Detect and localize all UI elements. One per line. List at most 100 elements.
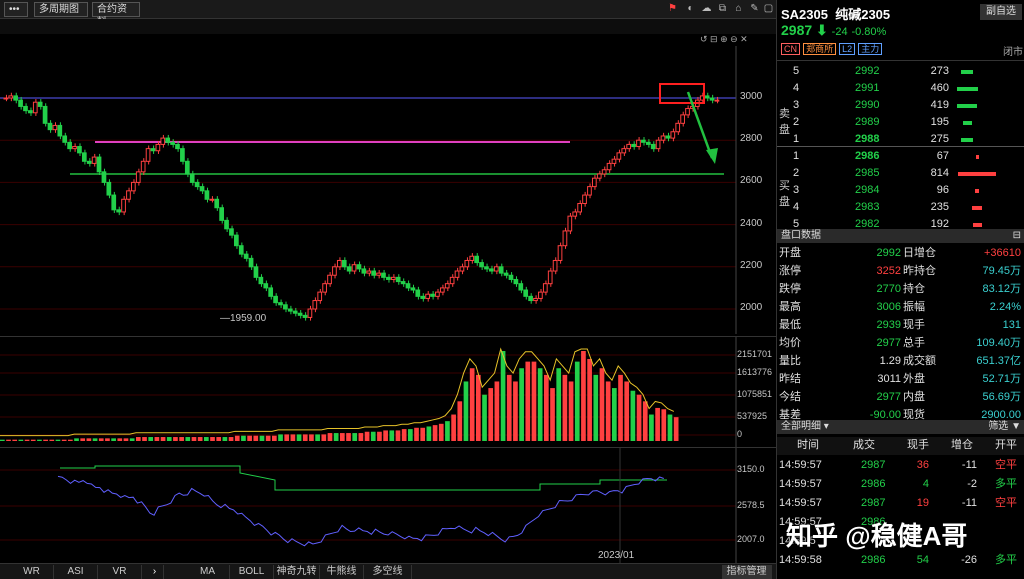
level: 3 <box>793 99 800 111</box>
alert-icon[interactable]: ◐ <box>687 3 694 14</box>
tab-bullbear[interactable]: 牛熊线 <box>320 565 364 579</box>
candle-body <box>665 135 671 139</box>
chevron-right-icon[interactable]: › <box>146 565 164 579</box>
candle-body <box>577 203 582 213</box>
close-icon[interactable]: ▢ <box>763 3 774 14</box>
level: 4 <box>793 201 800 213</box>
candle-body <box>194 181 200 188</box>
bid-row[interactable]: 3 2984 96 <box>777 182 1024 199</box>
period-label: 多周期图 <box>39 4 79 15</box>
bid-row[interactable]: 2 2985 814 <box>777 165 1024 182</box>
trade-price: 2986 <box>861 516 886 528</box>
price-chart[interactable]: —1959.00 3000 2800 2600 2400 2200 2000 <box>0 46 776 334</box>
stats-value: 3011 <box>877 373 901 385</box>
stats-label-2: 昨持仓 <box>903 265 936 277</box>
contract-info-button[interactable]: 合约资料 <box>92 2 140 28</box>
watchlist-button[interactable]: 副自选 <box>980 4 1022 20</box>
stats-label: 涨停 <box>779 265 801 277</box>
tab-boll[interactable]: BOLL <box>230 565 274 579</box>
trade-time: 14:59:58 <box>779 554 822 566</box>
trades-section-header[interactable]: 全部明细 ▾ 筛选 ▼ <box>777 420 1024 434</box>
volume-bar <box>408 429 413 441</box>
tag-icon[interactable]: ⌂ <box>735 3 742 14</box>
stats-value-2: 651.37亿 <box>976 355 1021 367</box>
settings-icon[interactable]: ✎ <box>750 3 759 14</box>
volume-chart[interactable]: 2151701 1613776 1075851 537925 0 <box>0 336 776 447</box>
tab-longshort[interactable]: 多空线 <box>364 565 412 579</box>
trade-row[interactable]: 14:59:57 2986 <box>777 514 1024 531</box>
candle-body <box>145 148 151 162</box>
candle-body <box>469 255 475 261</box>
candle-body <box>508 274 514 280</box>
candlestick-chart <box>0 46 737 334</box>
ask-row[interactable]: 3 2990 419 <box>777 97 1024 114</box>
volume-bar <box>667 414 673 441</box>
ask-row[interactable]: 2 2989 195 <box>777 114 1024 131</box>
stats-label-2: 总手 <box>903 337 925 349</box>
candle-body <box>498 266 504 274</box>
bid-row[interactable]: 5 2982 192 <box>777 216 1024 233</box>
candle-body <box>542 283 548 293</box>
trade-row[interactable]: 14:59:57 2987 19 -11 空平 <box>777 495 1024 512</box>
pane-controls[interactable]: ↺ ⊟ ⊕ ⊖ ✕ <box>700 34 748 44</box>
stats-value: 2770 <box>876 283 901 295</box>
bid-row[interactable]: 4 2983 235 <box>777 199 1024 216</box>
volume-bar <box>284 434 290 441</box>
tab-vr[interactable]: VR <box>98 565 142 579</box>
trade-row[interactable]: 14:59:58 2986 54 -26 多平 <box>777 552 1024 569</box>
tab-ma[interactable]: MA <box>186 565 230 579</box>
bid-row[interactable]: 1 2986 67 <box>777 148 1024 165</box>
tag-main: 主力 <box>858 43 883 55</box>
indicator-chart[interactable]: 3150.0 2578.5 2007.0 2023/01 <box>0 447 776 564</box>
candle-body <box>631 143 636 148</box>
trade-oi-change: -26 <box>961 554 977 566</box>
candle-body <box>582 194 587 204</box>
volume-bar <box>290 434 296 441</box>
candle-body <box>42 105 48 124</box>
candle-body <box>538 291 543 299</box>
candle-body <box>47 122 53 131</box>
price-tick-label: 2600 <box>740 175 763 187</box>
stats-value-2: 109.40万 <box>976 337 1021 349</box>
candle-body <box>356 264 362 270</box>
volume-bar <box>438 423 444 441</box>
volume-bar <box>333 433 339 441</box>
candle-body <box>621 148 627 154</box>
volume-bar <box>222 437 228 441</box>
tab-asi[interactable]: ASI <box>54 565 98 579</box>
volume-bar <box>420 427 426 441</box>
volume: 192 <box>930 218 949 230</box>
tab-nine[interactable]: 神奇九转 <box>274 565 320 579</box>
stats-row: 跌停 2770 持仓 83.12万 <box>777 281 1024 298</box>
ask-row[interactable]: 1 2988 275 <box>777 131 1024 148</box>
filter-button[interactable]: 筛选 ▼ <box>988 421 1021 432</box>
price-tick-label: 2000 <box>740 302 763 313</box>
candle-body <box>150 148 156 152</box>
volume-bar <box>160 437 166 441</box>
indicator-manage-button[interactable]: 指标管理 <box>722 565 772 579</box>
bell-icon[interactable]: ⚑ <box>668 3 677 14</box>
ask-row[interactable]: 5 2992 273 <box>777 63 1024 80</box>
volume-bar <box>129 438 135 441</box>
candle-body <box>513 278 519 285</box>
period-dropdown[interactable]: 多周期图 ▾ <box>34 2 88 28</box>
cloud-icon[interactable]: ☁ <box>701 3 712 14</box>
indicator-tab-bar: WR ASI VR › MA BOLL 神奇九转 牛熊线 多空线 指标管理 <box>0 563 776 579</box>
candle-body <box>626 143 632 150</box>
ask-row[interactable]: 4 2991 460 <box>777 80 1024 97</box>
trade-row[interactable]: 14:59:57 2987 36 -11 空平 <box>777 457 1024 474</box>
depth-bar <box>962 121 972 125</box>
trade-row[interactable]: 14:59:5 <box>777 533 1024 550</box>
volume-bar <box>642 401 648 441</box>
volume-bar <box>49 439 55 441</box>
volume-tick-label: 1613776 <box>737 367 773 377</box>
candle-body <box>336 259 342 268</box>
volume-bar <box>574 361 580 441</box>
candle-body <box>444 283 450 289</box>
copy-icon[interactable]: ⧉ <box>718 3 727 14</box>
candle-body <box>435 291 440 297</box>
menu-button[interactable]: ••• <box>4 2 28 17</box>
trade-row[interactable]: 14:59:57 2986 4 -2 多平 <box>777 476 1024 493</box>
tab-wr[interactable]: WR <box>10 565 54 579</box>
stats-section-header[interactable]: 盘口数据 ⊟ <box>777 229 1024 243</box>
